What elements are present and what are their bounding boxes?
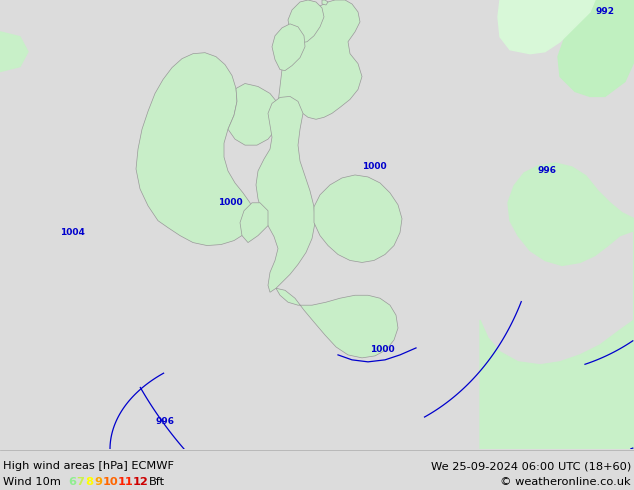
Text: 7: 7 bbox=[77, 477, 84, 487]
Text: High wind areas [hPa] ECMWF: High wind areas [hPa] ECMWF bbox=[3, 461, 174, 471]
Polygon shape bbox=[322, 0, 328, 5]
Text: We 25-09-2024 06:00 UTC (18+60): We 25-09-2024 06:00 UTC (18+60) bbox=[430, 461, 631, 471]
Polygon shape bbox=[314, 175, 402, 263]
Polygon shape bbox=[480, 320, 634, 449]
Text: 992: 992 bbox=[595, 7, 614, 17]
Polygon shape bbox=[240, 203, 268, 243]
Polygon shape bbox=[276, 288, 398, 358]
Polygon shape bbox=[228, 83, 280, 145]
Polygon shape bbox=[508, 163, 634, 320]
Text: 6: 6 bbox=[68, 477, 76, 487]
Text: Wind 10m: Wind 10m bbox=[3, 477, 61, 487]
Text: © weatheronline.co.uk: © weatheronline.co.uk bbox=[500, 477, 631, 487]
Polygon shape bbox=[136, 53, 254, 245]
Polygon shape bbox=[256, 97, 315, 292]
Polygon shape bbox=[558, 0, 634, 97]
Text: 1000: 1000 bbox=[218, 198, 243, 207]
Polygon shape bbox=[498, 0, 595, 54]
Text: 10: 10 bbox=[103, 477, 119, 487]
Text: Bft: Bft bbox=[148, 477, 165, 487]
Text: 1000: 1000 bbox=[362, 162, 387, 171]
Text: 9: 9 bbox=[94, 477, 102, 487]
Text: 12: 12 bbox=[133, 477, 148, 487]
Text: 11: 11 bbox=[118, 477, 133, 487]
Polygon shape bbox=[288, 0, 324, 44]
Polygon shape bbox=[0, 32, 28, 72]
Text: 1004: 1004 bbox=[60, 228, 85, 237]
Text: 1000: 1000 bbox=[370, 345, 394, 354]
Polygon shape bbox=[272, 24, 305, 71]
Text: 996: 996 bbox=[155, 417, 174, 426]
Polygon shape bbox=[278, 0, 362, 119]
Text: 996: 996 bbox=[538, 167, 557, 175]
Text: 8: 8 bbox=[86, 477, 93, 487]
